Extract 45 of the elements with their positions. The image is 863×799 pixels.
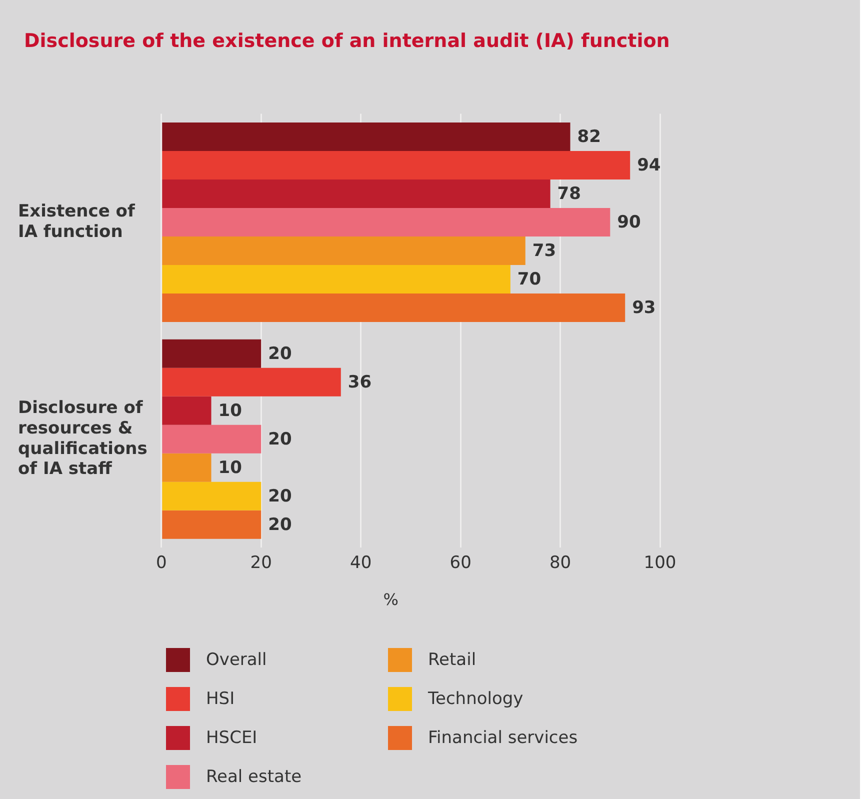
bar <box>162 482 262 510</box>
bar <box>162 396 212 425</box>
data-label: 93 <box>632 298 656 318</box>
x-tick-label: 0 <box>156 553 167 574</box>
legend-label: HSI <box>206 688 235 708</box>
legend-label: HSCEI <box>206 728 258 748</box>
bar <box>162 236 526 266</box>
bar <box>162 453 212 482</box>
y-tick-label: Disclosure of resources & qualifications of IA staff <box>18 398 148 480</box>
bar <box>162 424 262 454</box>
bar <box>162 122 570 151</box>
legend-label: Real estate <box>206 766 302 786</box>
chart-title: Disclosure of the existence of an internal audit (IA) function <box>24 30 670 52</box>
data-label: 73 <box>532 241 556 262</box>
data-label: 94 <box>637 156 661 176</box>
legend-label: Overall <box>206 650 267 670</box>
x-tick-label: 40 <box>350 553 372 574</box>
x-tick-label: 60 <box>450 553 472 574</box>
x-tick-label: 80 <box>549 553 572 574</box>
bar <box>162 339 262 368</box>
bar <box>162 208 610 237</box>
y-tick-label: Existence of IA function <box>18 201 136 242</box>
x-tick-label: 100 <box>644 553 676 574</box>
data-label: 20 <box>268 486 292 507</box>
data-label: 82 <box>577 127 601 148</box>
legend-label: Financial services <box>428 728 578 748</box>
data-label: 90 <box>617 212 641 233</box>
bar <box>162 368 341 396</box>
data-label: 70 <box>517 270 542 290</box>
data-label: 20 <box>268 430 292 450</box>
data-label: 36 <box>348 372 372 393</box>
data-label: 20 <box>268 515 292 536</box>
data-label: 10 <box>218 458 242 478</box>
legend-label: Retail <box>428 650 476 670</box>
data-label: 78 <box>557 184 581 204</box>
bar <box>162 265 510 294</box>
bar <box>162 150 630 180</box>
bar <box>162 294 626 322</box>
bar <box>162 179 550 208</box>
bar <box>162 510 262 539</box>
x-axis-title: % <box>383 590 398 609</box>
legend-label: Technology <box>428 688 524 708</box>
x-tick-label: 20 <box>250 553 272 574</box>
data-label: 10 <box>218 401 242 422</box>
data-label: 20 <box>268 344 292 364</box>
